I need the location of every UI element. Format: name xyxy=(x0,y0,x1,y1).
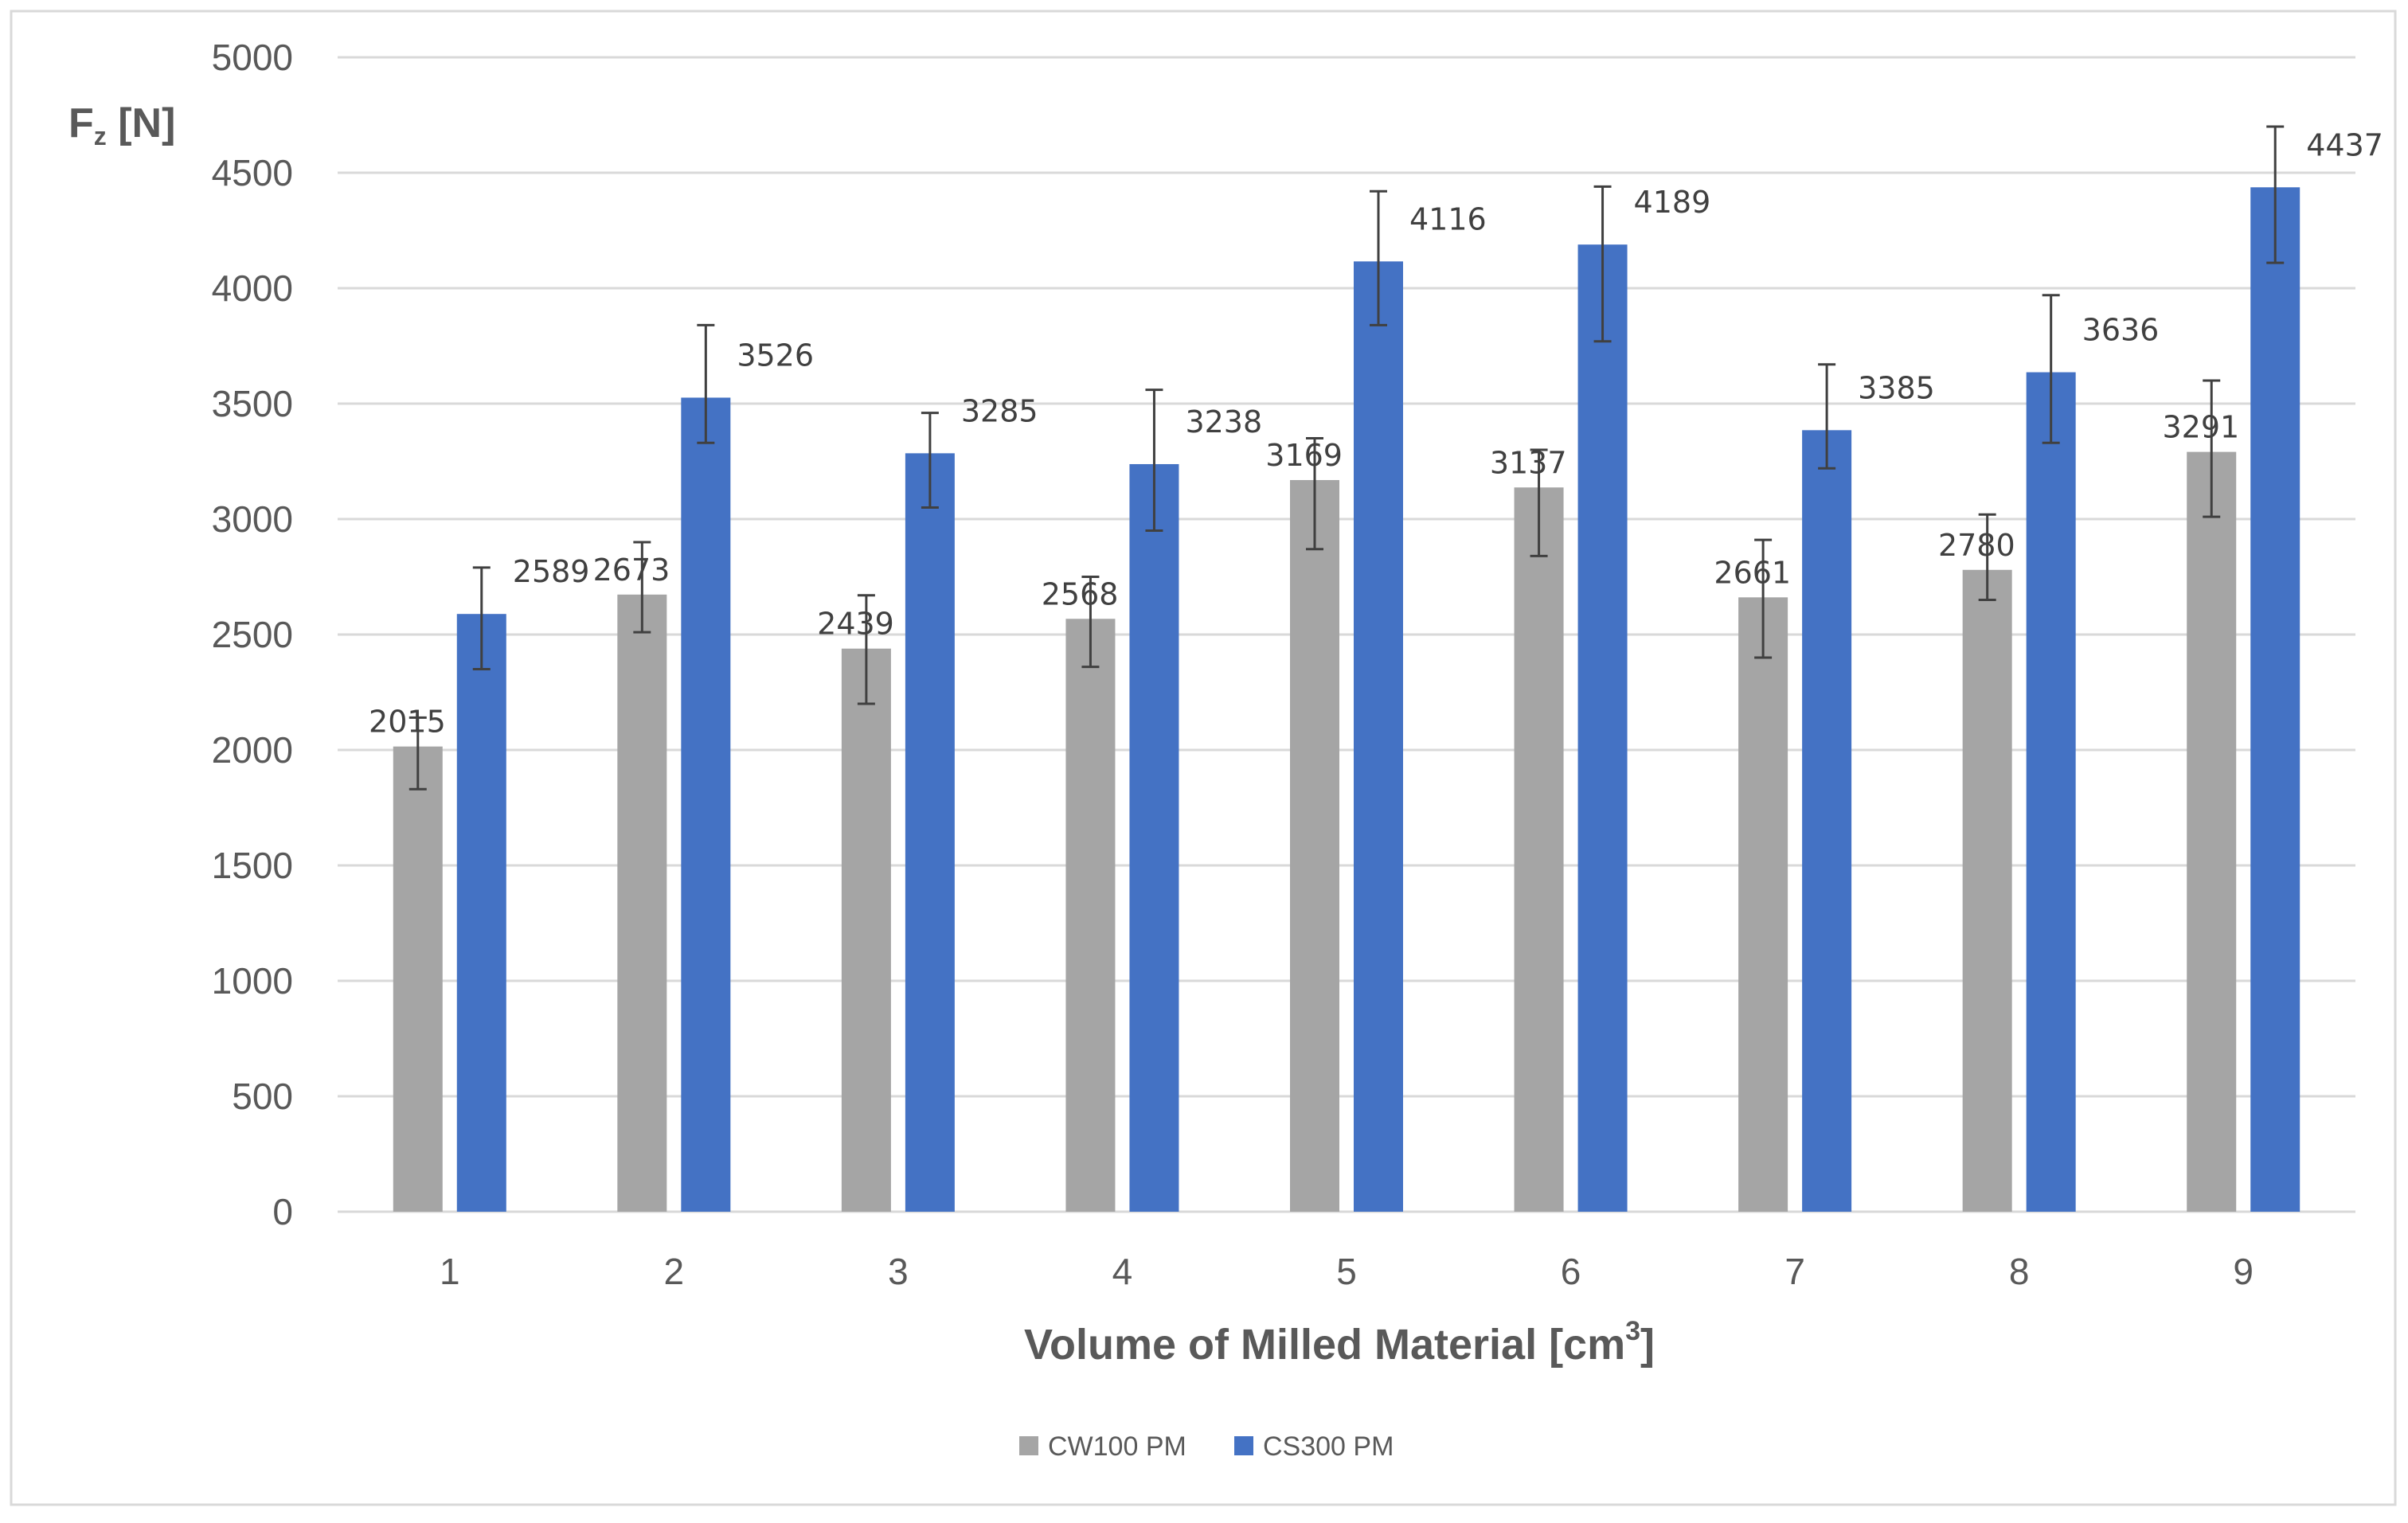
y-axis-label-unit: [N] xyxy=(107,100,176,146)
data-label-cw100-9: 3291 xyxy=(2163,410,2240,445)
legend-item-cs300: CS300 PM xyxy=(1234,1431,1394,1462)
error-bar-cw100-8 xyxy=(1978,513,1996,601)
error-bar-cs300-9 xyxy=(2266,125,2285,264)
x-tick-labels: 1 2 3 4 5 6 7 8 9 xyxy=(440,1251,2254,1292)
legend: CW100 PM CS300 PM xyxy=(1019,1431,1394,1462)
bar-cw100-6 xyxy=(1514,487,1564,1212)
y-axis-label-subscript: z xyxy=(94,122,107,150)
data-label-cs300-6: 4189 xyxy=(1634,185,1711,220)
error-bar-cs300-7 xyxy=(1818,363,1836,470)
data-label-cs300-9: 4437 xyxy=(2306,127,2383,162)
bar-cs300-5 xyxy=(1354,261,1403,1212)
data-label-cw100-7: 2661 xyxy=(1714,555,1791,590)
x-axis-label-tail: ] xyxy=(1640,1321,1655,1369)
y-tick-label: 5000 xyxy=(212,37,293,78)
error-bar-cs300-2 xyxy=(697,323,715,444)
x-axis-label: Volume of Milled Material [cm3] xyxy=(1024,1316,1655,1369)
data-label-cs300-2: 3526 xyxy=(737,338,814,373)
bar-cs300-9 xyxy=(2250,187,2300,1212)
bar-cw100-1 xyxy=(393,746,443,1212)
y-tick-label: 4500 xyxy=(212,152,293,193)
error-bar-cw100-3 xyxy=(857,594,875,705)
y-tick-label: 0 xyxy=(272,1191,293,1232)
x-axis-label-superscript: 3 xyxy=(1625,1316,1640,1346)
y-tick-label: 1500 xyxy=(212,845,293,886)
data-label-cs300-1: 2589 xyxy=(513,554,590,589)
bar-cs300-7 xyxy=(1802,430,1852,1212)
y-tick-label: 3500 xyxy=(212,383,293,424)
x-tick-label: 7 xyxy=(1784,1251,1805,1292)
bar-cs300-3 xyxy=(905,453,955,1212)
x-tick-label: 2 xyxy=(664,1251,685,1292)
y-tick-label: 1000 xyxy=(212,960,293,1002)
x-tick-label: 3 xyxy=(888,1251,909,1292)
x-tick-label: 5 xyxy=(1336,1251,1357,1292)
error-bar-cs300-3 xyxy=(921,412,939,509)
error-bar-cs300-6 xyxy=(1593,185,1612,343)
data-label-cw100-2: 2673 xyxy=(593,553,670,588)
legend-item-cw100: CW100 PM xyxy=(1019,1431,1186,1462)
data-label-cs300-3: 3285 xyxy=(961,393,1038,428)
data-label-cw100-1: 2015 xyxy=(369,705,446,740)
bar-cs300-4 xyxy=(1129,463,1179,1212)
y-tick-labels: 0 500 1000 1500 2000 2500 3000 3500 4000 4500 5000 xyxy=(212,37,293,1232)
x-tick-label: 8 xyxy=(2009,1251,2030,1292)
bars xyxy=(393,187,2300,1213)
data-label-cw100-3: 2439 xyxy=(817,607,894,642)
bar-cs300-2 xyxy=(681,397,731,1213)
error-bar-cw100-7 xyxy=(1754,538,1773,659)
error-bar-cw100-9 xyxy=(2203,379,2221,518)
data-label-cw100-6: 3137 xyxy=(1490,445,1567,480)
error-bar-cw100-5 xyxy=(1306,437,1323,551)
y-tick-label: 2000 xyxy=(212,729,293,771)
legend-label: CW100 PM xyxy=(1048,1431,1186,1462)
y-tick-label: 4000 xyxy=(212,268,293,309)
data-label-cw100-5: 3169 xyxy=(1265,438,1343,473)
y-tick-label: 500 xyxy=(232,1076,293,1117)
legend-swatch xyxy=(1019,1436,1038,1455)
x-tick-label: 1 xyxy=(440,1251,460,1292)
x-tick-label: 4 xyxy=(1112,1251,1133,1292)
error-bar-cw100-1 xyxy=(408,716,427,791)
legend-swatch xyxy=(1234,1436,1253,1455)
bar-cw100-8 xyxy=(1962,569,2012,1212)
x-tick-label: 9 xyxy=(2233,1251,2254,1292)
data-label-cs300-8: 3636 xyxy=(2082,313,2160,348)
bar-cw100-4 xyxy=(1065,619,1116,1212)
error-bar-cs300-1 xyxy=(472,566,491,670)
y-axis-label: Fz [N] xyxy=(68,100,175,150)
error-bars xyxy=(408,125,2285,791)
legend-label: CS300 PM xyxy=(1263,1431,1394,1462)
error-bar-cs300-8 xyxy=(2042,294,2060,444)
bar-cw100-5 xyxy=(1290,479,1339,1212)
error-bar-cs300-4 xyxy=(1145,389,1163,532)
gridlines xyxy=(338,56,2355,1213)
bar-cw100-9 xyxy=(2187,451,2237,1212)
bar-cs300-1 xyxy=(456,614,506,1212)
bar-cs300-8 xyxy=(2026,372,2076,1212)
error-bar-cs300-5 xyxy=(1370,189,1387,326)
data-label-cw100-4: 2568 xyxy=(1042,576,1119,611)
data-label-cs300-7: 3385 xyxy=(1858,370,1935,405)
x-tick-label: 6 xyxy=(1561,1251,1581,1292)
bar-cw100-3 xyxy=(841,648,891,1212)
bar-cw100-2 xyxy=(617,594,667,1212)
bar-cs300-6 xyxy=(1577,244,1628,1213)
y-tick-label: 3000 xyxy=(212,498,293,540)
error-bar-cw100-6 xyxy=(1530,448,1548,557)
y-tick-label: 2500 xyxy=(212,614,293,655)
data-label-cs300-4: 3238 xyxy=(1185,404,1262,439)
error-bar-cw100-2 xyxy=(633,541,651,634)
error-bar-cw100-4 xyxy=(1081,576,1100,669)
data-label-cs300-5: 4116 xyxy=(1409,201,1487,236)
bar-cw100-7 xyxy=(1738,597,1788,1212)
data-label-cw100-8: 2780 xyxy=(1938,528,2015,563)
